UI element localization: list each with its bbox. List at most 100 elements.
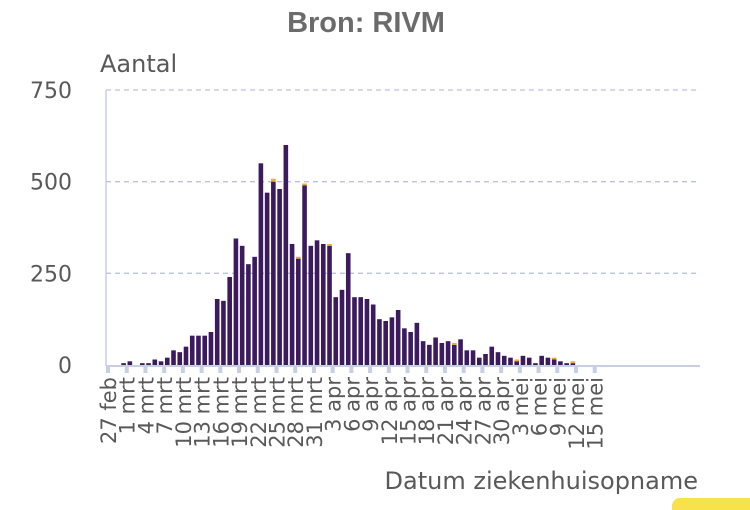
x-tick-label: 21 apr xyxy=(434,377,458,446)
x-tick-label: 16 mrt xyxy=(209,377,233,448)
bar xyxy=(152,359,158,365)
y-tick-label: 250 xyxy=(30,262,72,287)
x-tick-mark xyxy=(274,367,279,373)
bar-segment xyxy=(302,183,307,186)
chart-title: Bron: RIVM xyxy=(287,7,445,39)
x-tick-label: 25 mrt xyxy=(265,377,289,448)
bar xyxy=(452,344,457,365)
bar xyxy=(358,297,364,365)
bar xyxy=(395,310,401,365)
bar xyxy=(296,258,301,365)
x-tick-label: 15 mei xyxy=(584,377,608,450)
x-tick-mark xyxy=(199,367,204,373)
x-tick-label: 9 apr xyxy=(359,377,383,432)
bar xyxy=(339,289,345,365)
x-tick-label: 9 mei xyxy=(546,377,570,436)
bars xyxy=(121,145,576,365)
x-tick-mark xyxy=(442,367,447,373)
bar-segment xyxy=(327,244,332,246)
x-tick-label: 18 apr xyxy=(415,377,439,446)
bar xyxy=(196,335,201,365)
x-tick-mark xyxy=(162,367,167,373)
bar xyxy=(345,253,351,365)
x-tick-mark xyxy=(405,367,410,373)
bar xyxy=(533,363,538,365)
x-tick-label: 15 apr xyxy=(397,377,421,446)
bar xyxy=(495,352,501,365)
bar xyxy=(364,299,370,365)
x-tick-label: 10 mrt xyxy=(172,377,196,448)
bar xyxy=(246,264,251,365)
x-tick-mark xyxy=(461,367,466,373)
bar xyxy=(183,346,189,365)
bar xyxy=(264,192,270,365)
bar xyxy=(158,361,164,365)
bar xyxy=(333,297,339,365)
x-tick-label: 1 mrt xyxy=(116,377,140,434)
bar-segment xyxy=(271,178,276,182)
bar xyxy=(483,354,488,365)
bar xyxy=(545,357,551,365)
bar xyxy=(177,352,183,365)
x-tick-mark xyxy=(293,367,298,373)
x-tick-mark xyxy=(480,367,485,373)
x-tick-mark xyxy=(180,367,185,373)
x-tick-label: 22 mrt xyxy=(247,377,271,448)
bar xyxy=(501,355,507,365)
bar xyxy=(277,189,282,365)
bar xyxy=(239,245,245,365)
bar xyxy=(189,335,195,365)
bar xyxy=(570,363,576,365)
bar xyxy=(551,359,557,365)
bar xyxy=(439,343,445,365)
bar xyxy=(414,322,420,365)
bar xyxy=(489,346,495,365)
x-tick-mark xyxy=(124,367,129,373)
y-tick-label: 500 xyxy=(30,171,72,196)
x-tick-label: 7 mrt xyxy=(153,377,177,434)
bar xyxy=(289,244,295,365)
bar-segment xyxy=(551,357,557,360)
bar xyxy=(146,363,151,365)
x-tick-label: 3 mei xyxy=(509,377,533,436)
x-tick-label: 28 mrt xyxy=(284,377,308,448)
bar xyxy=(327,245,332,365)
x-tick-label: 27 feb xyxy=(97,377,121,444)
bar-segment xyxy=(452,343,457,345)
x-tick-mark xyxy=(237,367,242,373)
x-tick-mark xyxy=(499,367,504,373)
x-tick-mark xyxy=(349,367,354,373)
bar xyxy=(464,350,470,365)
x-tick-mark xyxy=(368,367,373,373)
x-tick-mark xyxy=(517,367,522,373)
x-tick-label: 24 apr xyxy=(453,377,477,446)
x-tick-mark xyxy=(330,367,335,373)
x-tick-mark xyxy=(574,367,578,373)
x-tick-label: 27 apr xyxy=(471,377,495,446)
x-tick-mark xyxy=(106,367,110,373)
bar xyxy=(445,341,451,365)
y-tick-label: 750 xyxy=(30,79,72,104)
bar xyxy=(271,181,276,365)
bar xyxy=(302,185,307,365)
bar xyxy=(470,350,476,365)
bar-segment xyxy=(570,361,576,364)
bar xyxy=(408,332,413,365)
bar xyxy=(427,344,432,365)
x-tick-label: 12 apr xyxy=(378,377,402,446)
x-tick-label: 12 mei xyxy=(565,377,589,450)
bar xyxy=(227,277,232,365)
bar xyxy=(564,363,569,365)
x-tick-mark xyxy=(143,367,148,373)
bar xyxy=(514,361,520,365)
bar xyxy=(171,350,176,365)
bar xyxy=(202,335,208,365)
bar xyxy=(476,357,482,365)
x-tick-mark xyxy=(218,367,223,373)
bar xyxy=(140,363,145,365)
corner-badge xyxy=(672,498,750,510)
bar xyxy=(377,319,382,365)
y-ticks: 0 250 500 750 xyxy=(30,79,72,379)
